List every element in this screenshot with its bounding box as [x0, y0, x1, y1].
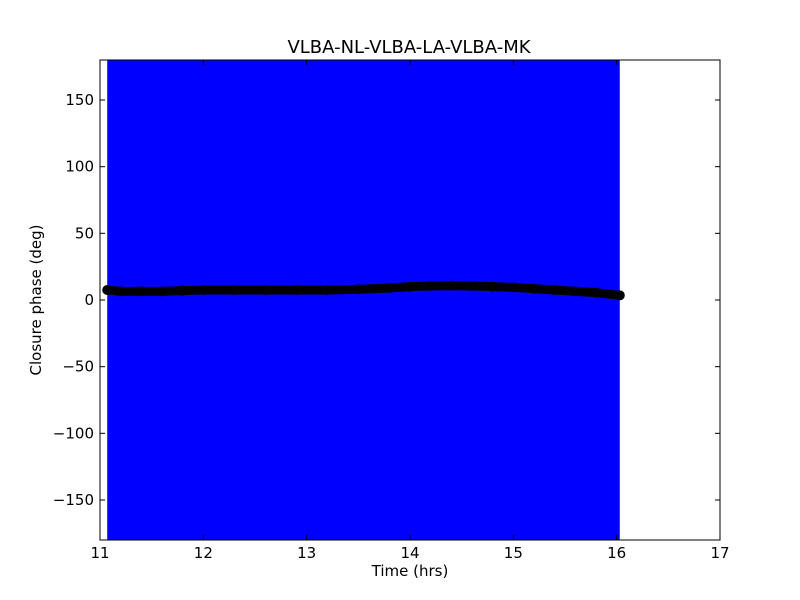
data-point	[353, 284, 364, 295]
data-point	[102, 285, 113, 295]
data-point	[198, 285, 209, 295]
x-tick-label: 12	[194, 544, 213, 562]
data-point	[405, 281, 415, 292]
shaded-band-0	[107, 60, 620, 540]
data-point	[260, 285, 271, 295]
band-layer	[107, 60, 620, 540]
data-point	[115, 286, 126, 297]
data-point	[508, 282, 519, 293]
x-axis-label: Time (hrs)	[371, 562, 449, 580]
y-tick-label: 150	[65, 91, 94, 109]
x-tick-label: 11	[90, 544, 109, 562]
data-point	[614, 290, 625, 301]
data-point	[291, 285, 302, 295]
y-tick-label: 100	[65, 158, 94, 176]
y-tick-label: 50	[75, 224, 94, 242]
data-point	[446, 280, 457, 291]
x-tick-label: 14	[400, 544, 419, 562]
x-tick-label: 13	[297, 544, 316, 562]
y-tick-label: −50	[62, 358, 94, 376]
chart-title: VLBA-NL-VLBA-LA-VLBA-MK	[287, 37, 531, 58]
data-point	[570, 286, 581, 297]
data-point	[549, 285, 560, 295]
data-point	[157, 286, 167, 297]
x-tick-label: 15	[504, 544, 523, 562]
series-layer	[102, 280, 625, 301]
y-axis-label: Closure phase (deg)	[27, 225, 45, 376]
data-point	[591, 287, 601, 298]
data-point	[136, 286, 147, 297]
data-point	[229, 285, 240, 295]
tick-layer: 11 12 13 14 15 16 17 −150 −100 −50 0 50 100 150	[53, 60, 730, 562]
data-point	[487, 281, 498, 292]
data-point	[177, 285, 188, 296]
x-tick-label: 16	[607, 544, 626, 562]
y-tick-label: −150	[53, 491, 94, 509]
x-tick-label: 17	[710, 544, 729, 562]
data-point	[529, 283, 539, 294]
data-point	[425, 281, 436, 291]
data-point	[322, 285, 333, 295]
data-point	[467, 281, 477, 291]
data-point	[384, 283, 395, 293]
y-tick-label: −100	[53, 424, 94, 442]
y-tick-label: 0	[84, 291, 94, 309]
